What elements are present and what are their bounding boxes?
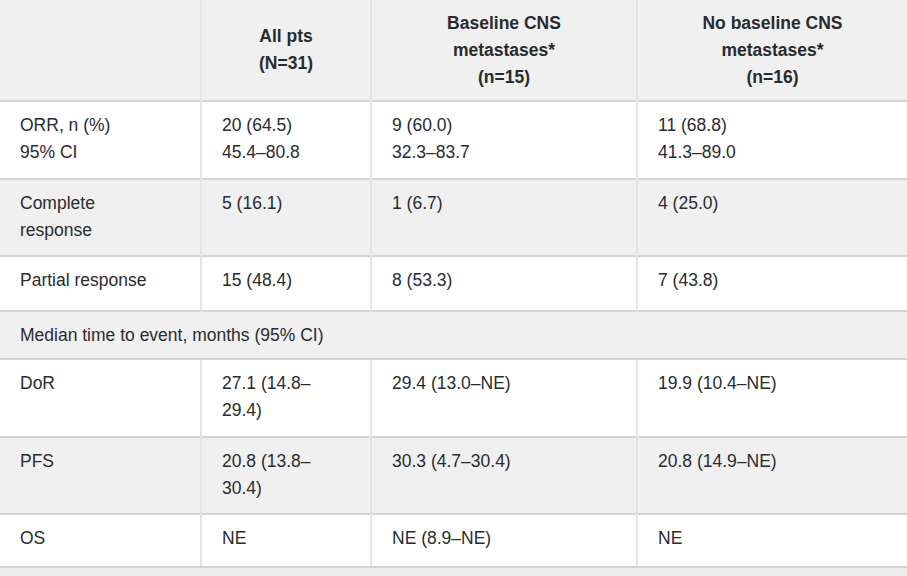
- row-orr: ORR, n (%) 95% CI 20 (64.5) 45.4–80.8 9 …: [0, 101, 907, 179]
- row-pfs: PFS 20.8 (13.8– 30.4) 30.3 (4.7–30.4) 20…: [0, 437, 907, 514]
- cell-pfs-no-baseline-cns: 20.8 (14.9–NE): [637, 437, 907, 514]
- row-header-complete-response: Complete response: [0, 179, 201, 256]
- cell-orr-no-baseline-cns: 11 (68.8) 41.3–89.0: [637, 101, 907, 179]
- cell-pr-baseline-cns: 8 (53.3): [371, 256, 637, 311]
- row-partial-response: Partial response 15 (48.4) 8 (53.3) 7 (4…: [0, 256, 907, 311]
- cell-pfs-all-pts: 20.8 (13.8– 30.4): [201, 437, 371, 514]
- row-complete-response: Complete response 5 (16.1) 1 (6.7) 4 (25…: [0, 179, 907, 256]
- row-os: OS NE NE (8.9–NE) NE: [0, 514, 907, 567]
- header-empty-cell: [0, 0, 201, 101]
- section-header-label: Median time to event, months (95% CI): [0, 311, 907, 359]
- cell-cr-all-pts: 5 (16.1): [201, 179, 371, 256]
- row-header-partial-response: Partial response: [0, 256, 201, 311]
- cell-cr-baseline-cns: 1 (6.7): [371, 179, 637, 256]
- table-body: ORR, n (%) 95% CI 20 (64.5) 45.4–80.8 9 …: [0, 101, 907, 567]
- cell-pr-all-pts: 15 (48.4): [201, 256, 371, 311]
- header-baseline-cns: Baseline CNS metastases* (n=15): [371, 0, 637, 101]
- row-header-os: OS: [0, 514, 201, 567]
- section-header-row: Median time to event, months (95% CI): [0, 311, 907, 359]
- row-header-orr: ORR, n (%) 95% CI: [0, 101, 201, 179]
- header-all-pts: All pts (N=31): [201, 0, 371, 101]
- cell-pfs-baseline-cns: 30.3 (4.7–30.4): [371, 437, 637, 514]
- cell-dor-all-pts: 27.1 (14.8– 29.4): [201, 359, 371, 437]
- table-header: All pts (N=31) Baseline CNS metastases* …: [0, 0, 907, 101]
- cell-orr-all-pts: 20 (64.5) 45.4–80.8: [201, 101, 371, 179]
- header-row: All pts (N=31) Baseline CNS metastases* …: [0, 0, 907, 101]
- cell-orr-baseline-cns: 9 (60.0) 32.3–83.7: [371, 101, 637, 179]
- cell-dor-no-baseline-cns: 19.9 (10.4–NE): [637, 359, 907, 437]
- header-no-baseline-cns: No baseline CNS metastases* (n=16): [637, 0, 907, 101]
- row-dor: DoR 27.1 (14.8– 29.4) 29.4 (13.0–NE) 19.…: [0, 359, 907, 437]
- row-header-dor: DoR: [0, 359, 201, 437]
- clinical-outcomes-table: All pts (N=31) Baseline CNS metastases* …: [0, 0, 907, 568]
- row-header-pfs: PFS: [0, 437, 201, 514]
- cell-os-all-pts: NE: [201, 514, 371, 567]
- cell-os-baseline-cns: NE (8.9–NE): [371, 514, 637, 567]
- cell-pr-no-baseline-cns: 7 (43.8): [637, 256, 907, 311]
- cell-cr-no-baseline-cns: 4 (25.0): [637, 179, 907, 256]
- cell-os-no-baseline-cns: NE: [637, 514, 907, 567]
- cell-dor-baseline-cns: 29.4 (13.0–NE): [371, 359, 637, 437]
